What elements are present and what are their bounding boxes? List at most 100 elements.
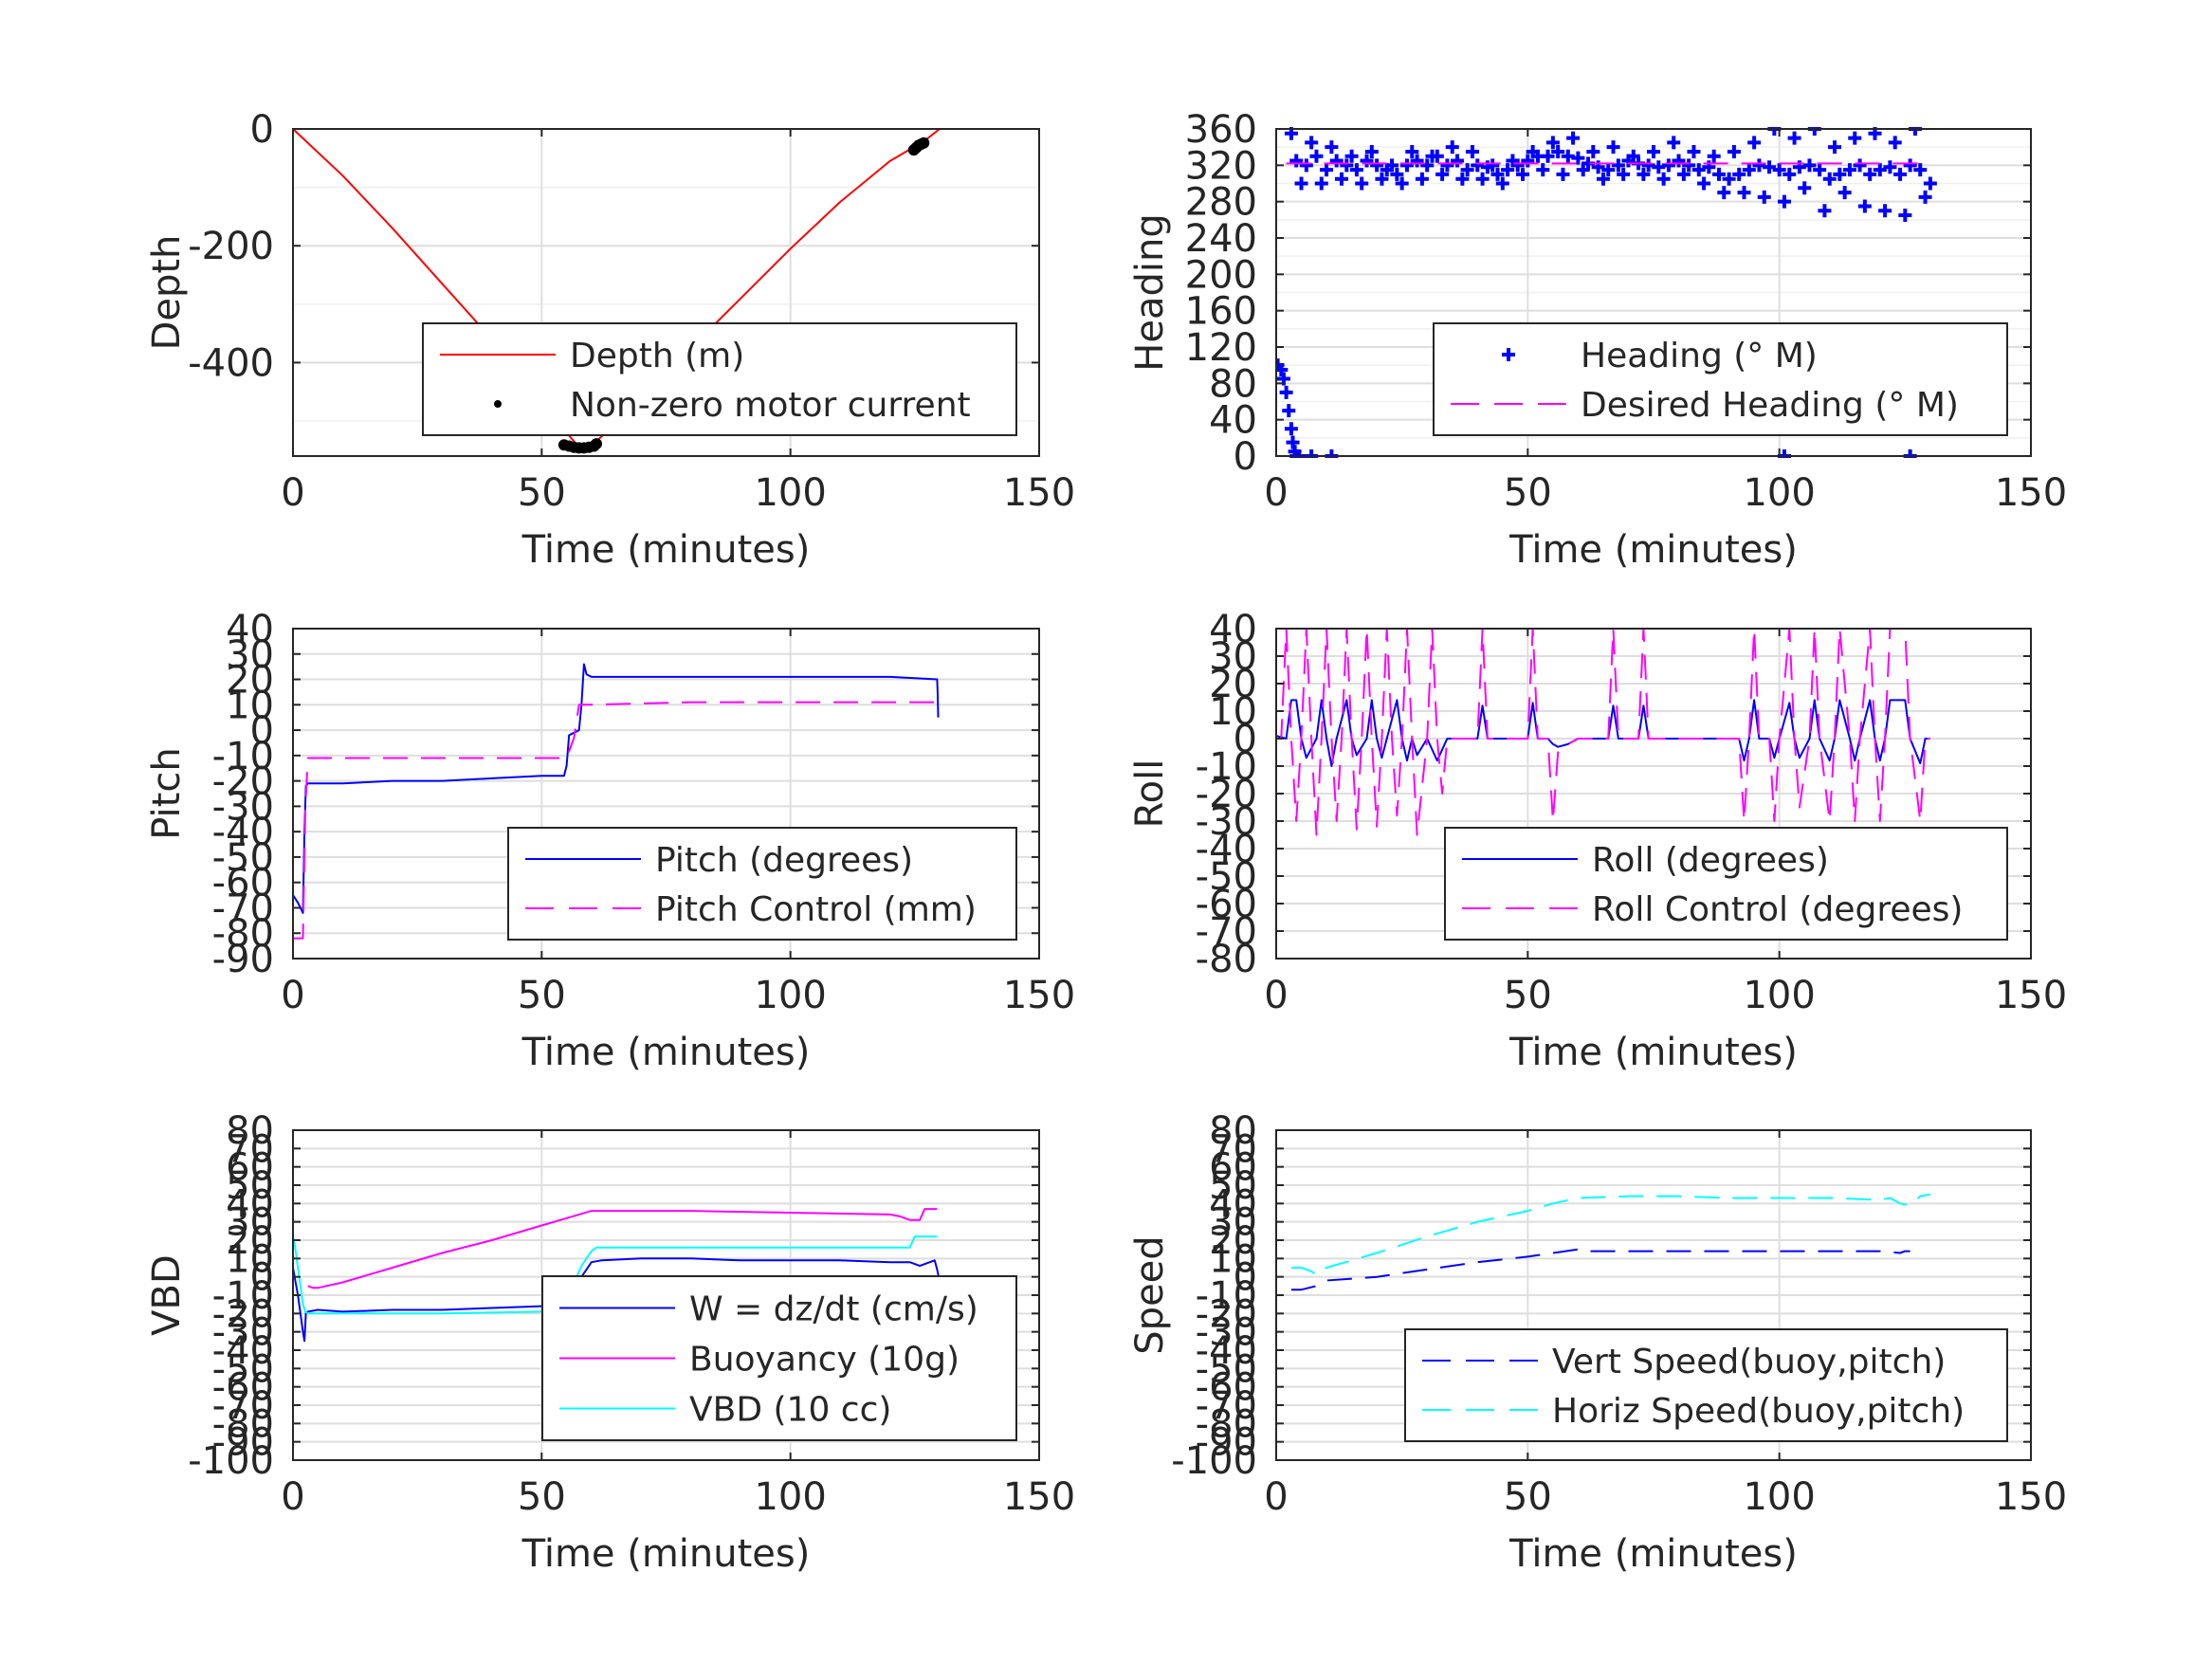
speed-y-tick-label: 80 bbox=[1209, 1109, 1257, 1153]
heading-series-0-point bbox=[1757, 190, 1771, 204]
vbd-legend-label-1: Buoyancy (10g) bbox=[689, 1341, 960, 1380]
vbd-y-tick-label: -60 bbox=[212, 1366, 274, 1410]
heading-series-0-point bbox=[1329, 154, 1344, 168]
vbd-y-tick-label: -70 bbox=[212, 1384, 274, 1428]
heading-series-0-point bbox=[1325, 140, 1339, 155]
pitch-data bbox=[293, 663, 940, 940]
pitch-legend-box bbox=[507, 827, 1017, 941]
pitch-panel: 0 50 100 150-90-80-70-60-50-40-30-20-100102… bbox=[145, 608, 1075, 1074]
speed-y-tick-label: -50 bbox=[1196, 1347, 1257, 1391]
heading-series-0-point bbox=[1918, 190, 1932, 204]
speed-y-tick-label: 10 bbox=[1209, 1237, 1257, 1281]
roll-y-tick-label: 40 bbox=[1209, 608, 1257, 651]
speed-y-tick-label: 30 bbox=[1209, 1201, 1257, 1245]
roll-legend-box bbox=[1444, 827, 2008, 941]
heading-series-0-point bbox=[1782, 167, 1797, 181]
speed-y-tick-label: -100 bbox=[1171, 1439, 1257, 1483]
speed-y-tick-label: 60 bbox=[1209, 1146, 1257, 1190]
vbd-legend-label-2: VBD (10 cc) bbox=[689, 1391, 891, 1430]
roll-y-tick-label: -20 bbox=[1196, 773, 1257, 816]
heading-series-0-point bbox=[1440, 158, 1454, 173]
heading-series-0-point bbox=[1355, 176, 1369, 191]
vbd-x-tick-label: 50 bbox=[518, 1475, 566, 1519]
depth-x-tick-label: 150 bbox=[1003, 471, 1075, 515]
heading-series-0-point bbox=[1596, 172, 1610, 186]
depth-y-tick-label: -400 bbox=[188, 341, 274, 385]
heading-legend-label-1: Desired Heading (° M) bbox=[1581, 386, 1959, 425]
heading-series-0-point bbox=[1399, 158, 1414, 173]
heading-series-0-point bbox=[1878, 204, 1892, 218]
vbd-y-tick-label: 50 bbox=[226, 1164, 274, 1208]
heading-series-0-point bbox=[1798, 181, 1812, 195]
heading-x-tick-label: 100 bbox=[1743, 471, 1815, 515]
heading-series-0-point bbox=[1375, 172, 1389, 186]
heading-series-0-point bbox=[1360, 154, 1374, 168]
roll-y-tick-label: 10 bbox=[1209, 690, 1257, 734]
heading-series-0-point bbox=[1571, 151, 1585, 165]
heading-series-0-point bbox=[1621, 154, 1636, 168]
heading-series-0-point bbox=[1282, 404, 1296, 418]
vbd-y-tick-label: -80 bbox=[212, 1402, 274, 1446]
pitch-y-tick-label: -90 bbox=[212, 938, 274, 981]
vbd-y-tick-label: 70 bbox=[226, 1127, 274, 1171]
depth-series-1-point bbox=[591, 438, 603, 450]
heading-series-0-point bbox=[1299, 158, 1313, 173]
vbd-y-tick-label: -50 bbox=[212, 1347, 274, 1391]
heading-series-0-point bbox=[1863, 167, 1877, 181]
heading-series-0-point bbox=[1510, 158, 1525, 173]
heading-series-0-point bbox=[1430, 149, 1444, 163]
speed-y-tick-label: -20 bbox=[1196, 1292, 1257, 1336]
heading-series-0-point bbox=[1475, 172, 1490, 186]
roll-series-0-line bbox=[1276, 699, 1930, 767]
heading-series-0-point bbox=[1451, 154, 1465, 168]
heading-series-0-point bbox=[1727, 144, 1741, 158]
roll-series-1-line bbox=[1276, 628, 1930, 836]
heading-y-tick-label: 120 bbox=[1185, 326, 1257, 370]
heading-series-0-point bbox=[1395, 176, 1409, 191]
roll-x-tick-label: 0 bbox=[1264, 974, 1288, 1017]
heading-series-0-point bbox=[1545, 136, 1560, 150]
heading-x-tick-label: 0 bbox=[1264, 471, 1288, 515]
heading-series-0-point bbox=[1697, 176, 1711, 191]
roll-y-tick-label: 30 bbox=[1209, 635, 1257, 679]
pitch-x-axis-label: Time (minutes) bbox=[521, 1031, 811, 1074]
pitch-legend-label-1: Pitch Control (mm) bbox=[655, 890, 977, 929]
roll-x-tick-label: 50 bbox=[1504, 974, 1552, 1017]
vbd-y-tick-label: 40 bbox=[226, 1182, 274, 1226]
heading-series-0-point bbox=[1722, 172, 1736, 186]
heading-series-0-point bbox=[1279, 385, 1293, 399]
heading-series-0-point bbox=[1853, 158, 1867, 173]
heading-series-0-point bbox=[1883, 160, 1897, 174]
vbd-y-tick-label: 60 bbox=[226, 1146, 274, 1190]
depth-legend-label-0: Depth (m) bbox=[570, 337, 744, 375]
vbd-y-axis-label: VBD bbox=[145, 1254, 189, 1336]
heading-series-0-point bbox=[1541, 149, 1555, 163]
roll-legend-label-0: Roll (degrees) bbox=[1592, 841, 1829, 880]
speed-y-tick-label: -30 bbox=[1196, 1311, 1257, 1355]
pitch-series-1-line bbox=[293, 701, 938, 940]
heading-series-0-point bbox=[1455, 172, 1470, 186]
heading-series-0-point bbox=[1305, 136, 1319, 150]
speed-data bbox=[1290, 1193, 1931, 1291]
heading-series-0-point bbox=[1566, 131, 1581, 145]
pitch-x-tick-label: 50 bbox=[518, 974, 566, 1017]
heading-y-tick-label: 40 bbox=[1209, 399, 1257, 443]
heading-series-0-point bbox=[1672, 154, 1686, 168]
depth-y-axis-label: Depth bbox=[145, 235, 189, 351]
vbd-x-tick-label: 150 bbox=[1003, 1475, 1075, 1519]
speed-x-tick-label: 100 bbox=[1743, 1475, 1815, 1519]
speed-legend-label-0: Vert Speed(buoy,pitch) bbox=[1552, 1343, 1946, 1381]
heading-series-0-point bbox=[1842, 163, 1856, 177]
heading-series-0-point bbox=[1837, 186, 1852, 200]
heading-series-0-point bbox=[1606, 140, 1620, 155]
heading-series-0-point bbox=[1551, 144, 1565, 158]
roll-data bbox=[1276, 628, 1930, 836]
depth-x-tick-label: 50 bbox=[518, 471, 566, 515]
speed-y-tick-label: -80 bbox=[1196, 1402, 1257, 1446]
vbd-legend-label-0: W = dz/dt (cm/s) bbox=[689, 1290, 978, 1329]
heading-series-0-point bbox=[1828, 140, 1842, 155]
roll-y-tick-label: -10 bbox=[1196, 745, 1257, 789]
speed-y-tick-label: 70 bbox=[1209, 1127, 1257, 1171]
